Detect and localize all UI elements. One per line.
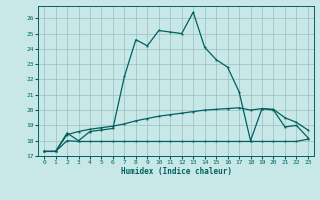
X-axis label: Humidex (Indice chaleur): Humidex (Indice chaleur) <box>121 167 231 176</box>
